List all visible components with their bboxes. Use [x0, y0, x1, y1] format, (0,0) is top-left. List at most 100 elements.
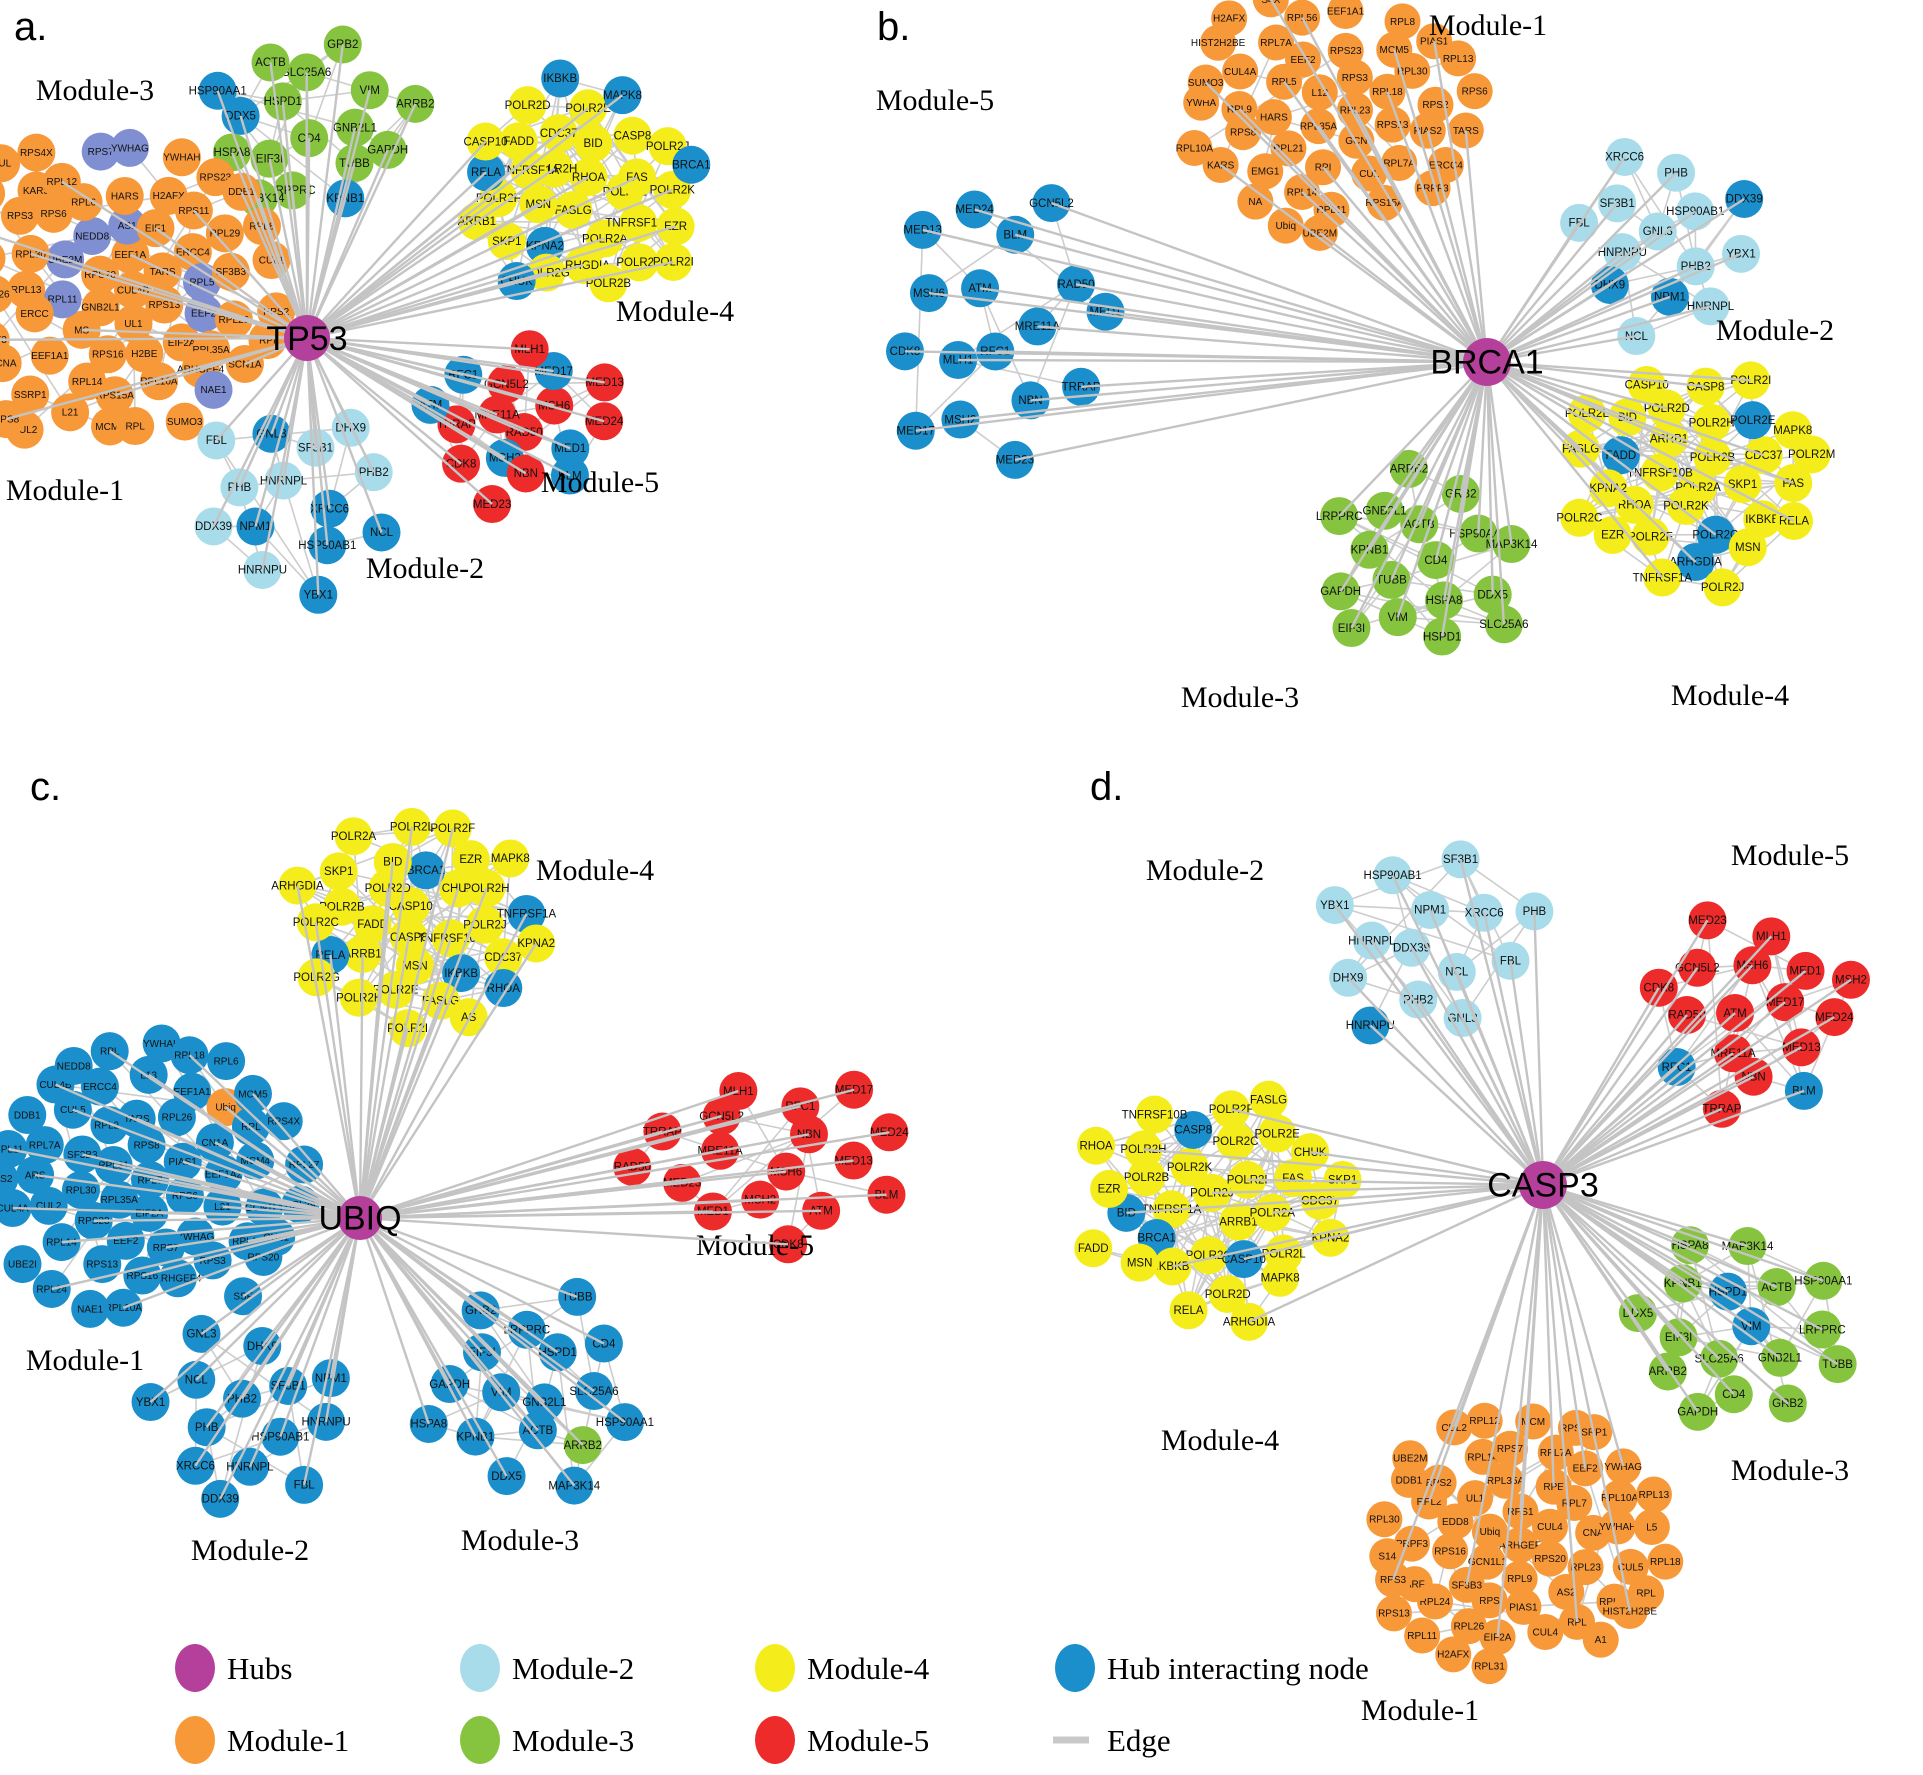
network-node[interactable] — [672, 145, 711, 184]
network-node[interactable] — [1633, 1508, 1670, 1545]
network-node[interactable] — [1640, 453, 1679, 492]
network-node[interactable] — [0, 1159, 19, 1198]
network-node[interactable] — [1366, 184, 1403, 221]
network-node[interactable] — [1261, 1258, 1300, 1297]
network-node[interactable] — [71, 1289, 110, 1328]
network-node[interactable] — [1456, 73, 1493, 110]
network-node[interactable] — [1627, 365, 1666, 404]
network-node[interactable] — [194, 370, 233, 409]
network-node[interactable] — [29, 1186, 68, 1225]
network-node[interactable] — [1258, 24, 1295, 61]
network-node[interactable] — [68, 362, 107, 401]
network-node[interactable] — [1369, 1538, 1406, 1575]
network-node[interactable] — [7, 270, 46, 309]
network-node[interactable] — [1375, 1595, 1412, 1632]
network-node[interactable] — [1466, 1402, 1503, 1439]
network-node[interactable] — [224, 1277, 263, 1316]
network-node[interactable] — [1601, 1479, 1638, 1516]
network-node[interactable] — [3, 1245, 42, 1284]
network-node[interactable] — [1593, 515, 1632, 554]
network-node[interactable] — [1090, 1169, 1129, 1208]
network-node[interactable] — [1366, 1501, 1403, 1538]
network-node[interactable] — [1327, 0, 1364, 29]
hub-circle[interactable] — [338, 1196, 382, 1240]
network-node[interactable] — [1733, 401, 1772, 440]
hub-node[interactable]: CASP3 — [1487, 1161, 1599, 1209]
network-node[interactable] — [1692, 403, 1731, 442]
hub-node[interactable]: TP53 — [266, 315, 348, 361]
network-node[interactable] — [1603, 233, 1642, 272]
network-node[interactable] — [1435, 1636, 1472, 1673]
network-node[interactable] — [1208, 1275, 1247, 1314]
network-node[interactable] — [1384, 3, 1421, 40]
network-node[interactable] — [376, 970, 415, 1009]
network-node[interactable] — [1582, 1621, 1619, 1658]
network-node[interactable] — [100, 1180, 139, 1219]
network-node[interactable] — [574, 124, 613, 163]
network-node[interactable] — [251, 43, 290, 82]
network-node[interactable] — [1211, 0, 1248, 37]
network-node[interactable] — [182, 262, 221, 301]
network-node[interactable] — [0, 144, 21, 183]
hub-node[interactable]: BRCA1 — [1430, 338, 1544, 386]
network-node[interactable] — [0, 239, 6, 277]
network-node[interactable] — [244, 1237, 283, 1276]
network-node[interactable] — [88, 335, 127, 374]
network-node[interactable] — [1414, 170, 1451, 207]
hub-circle[interactable] — [1463, 338, 1511, 386]
network-node[interactable] — [8, 1095, 47, 1134]
network-node[interactable] — [1471, 1648, 1508, 1685]
network-node[interactable] — [51, 393, 90, 432]
network-node[interactable] — [81, 132, 120, 171]
hub-node[interactable]: UBIQ — [318, 1196, 402, 1240]
network-node[interactable] — [0, 400, 26, 439]
network-node[interactable] — [42, 162, 81, 201]
network-node[interactable] — [1222, 53, 1259, 90]
network-node[interactable] — [30, 336, 69, 375]
network-node[interactable] — [73, 216, 112, 255]
network-node[interactable] — [205, 214, 244, 253]
network-node[interactable] — [173, 1072, 212, 1111]
network-node[interactable] — [0, 275, 14, 313]
network-node[interactable] — [207, 1042, 246, 1081]
network-node[interactable] — [236, 1141, 275, 1180]
network-node[interactable] — [499, 122, 538, 161]
network-node[interactable] — [1531, 1508, 1568, 1545]
network-node[interactable] — [1074, 1229, 1113, 1268]
network-node[interactable] — [407, 851, 446, 890]
network-node[interactable] — [1170, 1148, 1209, 1187]
network-node[interactable] — [106, 1221, 145, 1260]
network-node[interactable] — [1237, 183, 1274, 220]
network-node[interactable] — [1560, 498, 1599, 537]
network-node[interactable] — [116, 407, 155, 446]
network-node[interactable] — [1135, 1095, 1174, 1134]
network-node[interactable] — [1505, 1588, 1542, 1625]
network-node[interactable] — [1703, 568, 1742, 607]
network-node[interactable] — [1127, 1158, 1166, 1197]
network-node[interactable] — [11, 375, 50, 414]
network-node[interactable] — [541, 59, 580, 98]
network-node[interactable] — [1327, 32, 1364, 69]
network-node[interactable] — [1120, 1243, 1159, 1282]
network-node[interactable] — [1432, 1533, 1469, 1570]
network-node[interactable] — [17, 133, 56, 172]
network-node[interactable] — [508, 86, 547, 125]
network-node[interactable] — [1440, 40, 1477, 77]
network-node[interactable] — [334, 817, 373, 856]
network-node[interactable] — [1216, 1122, 1255, 1161]
network-node[interactable] — [1301, 74, 1338, 111]
network-node[interactable] — [1491, 1430, 1528, 1467]
network-node[interactable] — [94, 1145, 133, 1184]
network-node[interactable] — [1501, 1560, 1538, 1597]
network-node[interactable] — [451, 840, 490, 879]
network-node[interactable] — [1515, 1403, 1552, 1440]
network-node[interactable] — [1635, 1476, 1672, 1513]
network-node[interactable] — [264, 1102, 303, 1141]
network-node[interactable] — [143, 252, 182, 291]
network-node[interactable] — [619, 203, 658, 242]
hub-circle[interactable] — [1519, 1161, 1567, 1209]
network-node[interactable] — [353, 905, 392, 944]
network-node[interactable] — [1666, 486, 1705, 525]
network-node[interactable] — [1567, 1549, 1604, 1586]
network-node[interactable] — [1255, 99, 1292, 136]
